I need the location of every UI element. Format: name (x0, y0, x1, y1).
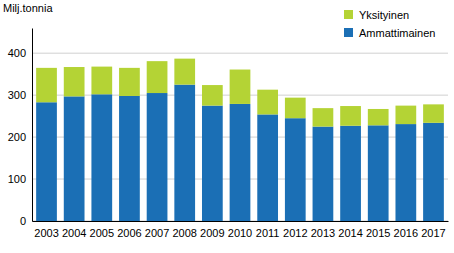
x-tick: 2006 (117, 221, 141, 239)
x-tick-label: 2014 (338, 227, 362, 239)
y-tick: 400 (8, 47, 32, 59)
legend-swatch (344, 10, 353, 19)
legend-label: Ammattimainen (359, 27, 435, 39)
y-tick: 0 (20, 215, 32, 227)
x-tick-label: 2005 (90, 227, 114, 239)
x-tick-label: 2010 (228, 227, 252, 239)
x-tick: 2009 (200, 221, 224, 239)
bar (340, 106, 361, 126)
bar (395, 124, 416, 221)
x-tick: 2008 (172, 221, 196, 239)
x-tick-label: 2012 (283, 227, 307, 239)
bar (91, 67, 112, 95)
bar (230, 104, 251, 221)
bars (36, 59, 444, 221)
bar (64, 67, 85, 96)
bar (257, 114, 278, 221)
y-tick-label: 400 (8, 47, 26, 59)
x-tick-label: 2013 (311, 227, 335, 239)
series-bars (36, 59, 444, 127)
y-tick: 200 (8, 131, 32, 143)
y-tick-label: 100 (8, 173, 26, 185)
x-tick: 2013 (311, 221, 335, 239)
x-tick-label: 2006 (117, 227, 141, 239)
bar (202, 106, 223, 221)
bar (230, 70, 251, 104)
x-tick-label: 2007 (145, 227, 169, 239)
legend-item: Ammattimainen (344, 27, 435, 39)
chart-container: 2003200420052006200720082009201020112012… (0, 0, 454, 253)
y-tick: 100 (8, 173, 32, 185)
x-tick-label: 2011 (256, 227, 280, 239)
x-tick: 2004 (62, 221, 86, 239)
bar (340, 126, 361, 221)
bar (119, 96, 140, 221)
bar (313, 108, 334, 126)
bar (313, 127, 334, 221)
y-axis-title: Milj.tonnia (3, 2, 53, 14)
bar (36, 102, 57, 221)
x-tick: 2012 (283, 221, 307, 239)
bar (147, 93, 168, 221)
x-axis-line (33, 221, 449, 222)
y-tick: 300 (8, 89, 32, 101)
bar (285, 98, 306, 119)
grid (32, 53, 448, 221)
x-tick-label: 2009 (200, 227, 224, 239)
bar (147, 61, 168, 93)
legend-swatch (344, 28, 353, 37)
y-tick-label: 300 (8, 89, 26, 101)
x-tick: 2005 (90, 221, 114, 239)
bar (119, 68, 140, 96)
x-tick: 2015 (366, 221, 390, 239)
x-tick-label: 2003 (34, 227, 58, 239)
bar (368, 109, 389, 125)
bar (285, 118, 306, 221)
series-bars (36, 85, 444, 221)
bar (202, 85, 223, 106)
x-tick: 2007 (145, 221, 169, 239)
bar (423, 123, 444, 221)
chart-svg: 2003200420052006200720082009201020112012… (0, 0, 454, 253)
legend: Yksityinen Ammattimainen (344, 9, 435, 39)
x-axis: 2003200420052006200720082009201020112012… (33, 221, 449, 239)
x-tick-label: 2015 (366, 227, 390, 239)
grid-line (32, 53, 448, 54)
x-tick-label: 2004 (62, 227, 86, 239)
x-tick: 2017 (421, 221, 445, 239)
legend-item: Yksityinen (344, 9, 409, 21)
bar (174, 85, 195, 221)
legend-label: Yksityinen (359, 9, 409, 21)
bar (368, 125, 389, 221)
x-tick: 2010 (228, 221, 252, 239)
bar (395, 106, 416, 124)
x-tick-label: 2017 (421, 227, 445, 239)
y-axis: 0 100 200 300 400 (8, 29, 33, 228)
bar (91, 94, 112, 221)
plot-area: 2003200420052006200720082009201020112012… (8, 29, 449, 239)
bar (64, 96, 85, 221)
x-tick-label: 2016 (394, 227, 418, 239)
bar (257, 90, 278, 115)
x-tick: 2011 (256, 221, 280, 239)
y-tick-label: 200 (8, 131, 26, 143)
x-tick-label: 2008 (172, 227, 196, 239)
bar (36, 68, 57, 102)
x-tick: 2016 (394, 221, 418, 239)
x-tick: 2014 (338, 221, 362, 239)
x-tick: 2003 (34, 221, 58, 239)
y-axis-line (32, 29, 33, 222)
bar (174, 59, 195, 85)
y-tick-label: 0 (20, 215, 26, 227)
bar (423, 104, 444, 122)
